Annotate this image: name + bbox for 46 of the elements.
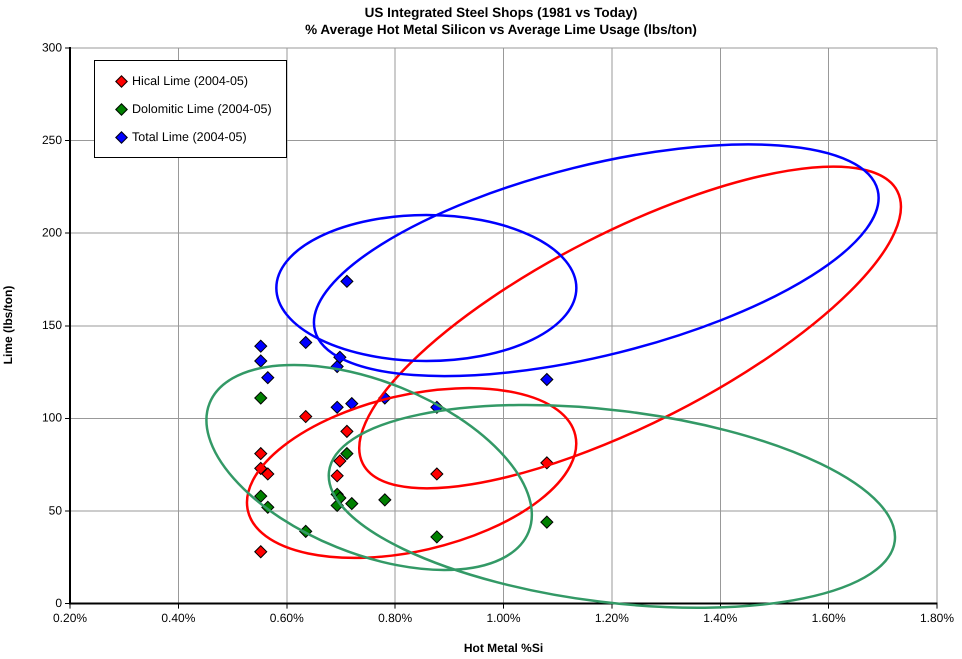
point (378, 493, 392, 506)
x-tick-label: 1.80% (920, 611, 954, 626)
point (254, 447, 268, 460)
x-tick-label: 1.40% (703, 611, 738, 626)
y-tick-label: 250 (42, 132, 62, 147)
point (261, 467, 274, 480)
x-tick-label: 1.00% (486, 611, 521, 626)
y-tick-label: 300 (42, 40, 62, 54)
point (254, 545, 268, 558)
chart-title: US Integrated Steel Shops (1981 vs Today) (364, 4, 638, 21)
point (340, 274, 354, 288)
chart-subtitle: % Average Hot Metal Silicon vs Average Lime Usage (lbs/ton) (304, 21, 698, 38)
point (254, 490, 268, 503)
x-tick-label: 1.20% (594, 611, 630, 626)
y-axis-title: Lime (lbs/ton) (1, 284, 15, 366)
point (345, 397, 358, 410)
y-tick-label: 150 (42, 318, 62, 332)
point (330, 469, 344, 482)
legend-label: Total Lime (2004-05) (132, 130, 247, 144)
point (430, 467, 444, 480)
legend-label: Dolomitic Lime (2004-05) (132, 102, 272, 116)
point (299, 410, 312, 424)
point (540, 516, 554, 529)
y-tick-label: 50 (48, 503, 62, 518)
point (299, 336, 312, 349)
x-tick-label: 0.20% (53, 611, 88, 626)
x-axis-title: Hot Metal %Si (462, 641, 544, 655)
legend-label: Hical Lime (2004-05) (132, 74, 248, 88)
point (430, 530, 444, 544)
point (540, 373, 554, 386)
point (330, 400, 344, 414)
x-tick-label: 1.60% (812, 611, 846, 626)
point (261, 371, 274, 384)
x-tick-label: 0.60% (270, 611, 304, 626)
y-tick-label: 0 (55, 596, 62, 610)
point (333, 454, 346, 468)
point (254, 354, 268, 368)
x-tick-label: 0.40% (161, 611, 196, 626)
point (254, 340, 268, 353)
point (345, 497, 358, 510)
point (254, 392, 268, 405)
point (340, 447, 354, 460)
y-tick-label: 200 (42, 226, 62, 240)
point (340, 424, 354, 438)
y-tick-label: 100 (42, 410, 62, 425)
x-tick-label: 0.80% (378, 611, 412, 626)
